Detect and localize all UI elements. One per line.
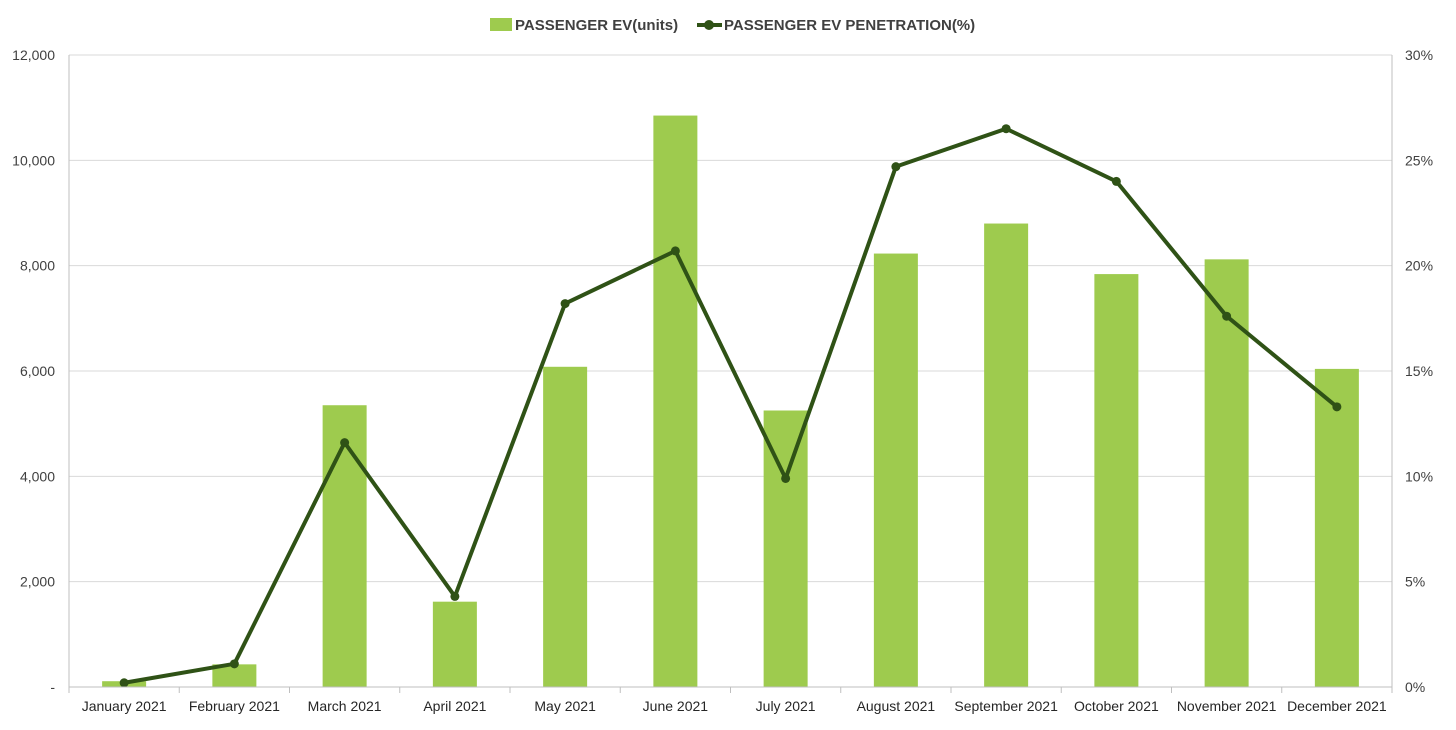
bar — [1094, 274, 1139, 687]
bar-series — [102, 115, 1359, 688]
line-point — [1001, 124, 1011, 134]
x-tick-label: December 2021 — [1287, 698, 1387, 714]
x-tick-label: January 2021 — [82, 698, 167, 714]
bar — [543, 366, 588, 687]
bar — [322, 405, 367, 687]
y-left-tick-label: 8,000 — [20, 258, 55, 274]
bar — [432, 601, 477, 687]
x-tick-label: November 2021 — [1177, 698, 1277, 714]
legend-label-bars: PASSENGER EV(units) — [515, 17, 678, 34]
line-point — [891, 162, 901, 172]
x-tick-label: August 2021 — [857, 698, 936, 714]
line-point — [119, 678, 129, 688]
bar — [1204, 259, 1249, 687]
bar — [1314, 368, 1359, 687]
x-tick-label: October 2021 — [1074, 698, 1159, 714]
y-left-tick-label: 12,000 — [12, 47, 55, 63]
x-tick-label: April 2021 — [423, 698, 486, 714]
y-left-tick-label: 6,000 — [20, 363, 55, 379]
x-tick-label: February 2021 — [189, 698, 280, 714]
line-point — [229, 659, 239, 669]
x-tick-label: May 2021 — [534, 698, 596, 714]
y-left-tick-label: - — [50, 679, 55, 695]
legend: PASSENGER EV(units) PASSENGER EV PENETRA… — [490, 17, 975, 34]
line-series — [119, 124, 1342, 688]
line-point — [1222, 311, 1232, 321]
legend-swatch-line-marker — [704, 20, 714, 30]
x-tick-label: July 2021 — [756, 698, 816, 714]
line-point — [1111, 176, 1121, 186]
x-tick-label: March 2021 — [308, 698, 382, 714]
gridlines — [69, 54, 1392, 688]
bar — [763, 410, 808, 687]
x-tick-label: June 2021 — [643, 698, 709, 714]
legend-swatch-bars — [490, 18, 512, 31]
legend-label-line: PASSENGER EV PENETRATION(%) — [724, 17, 975, 34]
y-right-tick-label: 25% — [1405, 152, 1433, 168]
line-point — [340, 438, 350, 448]
bar — [873, 253, 918, 687]
y-left-tick-label: 10,000 — [12, 152, 55, 168]
line-point — [560, 299, 570, 309]
axes: - 2,000 4,000 6,000 8,000 10,000 12,000 0% 5% 10%… — [12, 47, 1433, 714]
line-point — [1332, 402, 1342, 412]
line-point — [781, 473, 791, 483]
bar — [212, 664, 257, 687]
y-right-tick-label: 20% — [1405, 258, 1433, 274]
y-right-tick-label: 10% — [1405, 468, 1433, 484]
y-right-tick-label: 30% — [1405, 47, 1433, 63]
line-point — [450, 591, 460, 601]
x-tick-label: September 2021 — [954, 698, 1058, 714]
y-left-tick-label: 4,000 — [20, 468, 55, 484]
y-right-tick-label: 15% — [1405, 363, 1433, 379]
y-right-tick-label: 5% — [1405, 574, 1425, 590]
y-left-tick-label: 2,000 — [20, 574, 55, 590]
y-right-tick-label: 0% — [1405, 679, 1425, 695]
penetration-line — [123, 126, 1339, 685]
line-point — [670, 246, 680, 256]
bar — [984, 223, 1029, 688]
bar — [653, 115, 698, 688]
